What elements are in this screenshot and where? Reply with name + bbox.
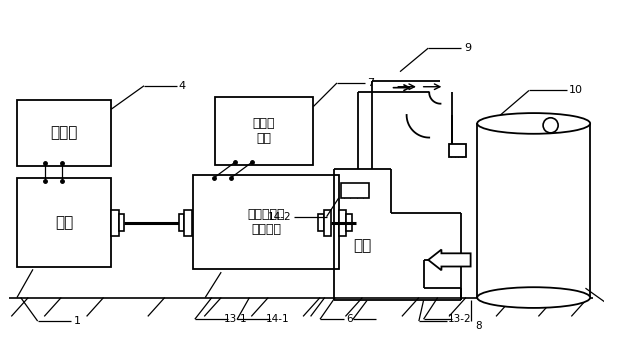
Bar	[339, 210, 347, 236]
Bar	[17, 178, 111, 267]
Ellipse shape	[477, 113, 590, 134]
Text: 8: 8	[475, 321, 482, 331]
Ellipse shape	[477, 287, 590, 308]
Bar	[347, 214, 352, 231]
Bar	[449, 144, 466, 157]
Text: 13-1: 13-1	[223, 314, 247, 324]
Bar	[214, 97, 313, 165]
Text: 14-2: 14-2	[268, 212, 291, 222]
Circle shape	[543, 118, 558, 133]
Text: 1: 1	[73, 316, 80, 326]
Text: 7: 7	[367, 78, 374, 88]
Bar	[179, 214, 184, 231]
Text: 功率表: 功率表	[50, 125, 78, 140]
Bar	[341, 183, 369, 198]
Bar	[17, 100, 111, 166]
Text: 水泵: 水泵	[353, 238, 372, 253]
Bar	[324, 210, 331, 236]
Bar	[193, 175, 339, 269]
Text: 10: 10	[569, 85, 582, 95]
Text: 温度传
感器: 温度传 感器	[253, 117, 275, 145]
Text: 4: 4	[179, 81, 186, 91]
Text: 电机: 电机	[55, 215, 73, 230]
Bar	[184, 210, 192, 236]
Bar	[119, 214, 125, 231]
Text: 13-2: 13-2	[447, 314, 471, 324]
Bar	[318, 214, 324, 231]
Text: 智能调速磁
性联轴器: 智能调速磁 性联轴器	[247, 208, 284, 236]
FancyArrow shape	[428, 250, 471, 270]
Text: 14-1: 14-1	[266, 314, 290, 324]
Bar	[111, 210, 119, 236]
Text: 9: 9	[464, 43, 471, 53]
Text: 6: 6	[347, 314, 353, 324]
